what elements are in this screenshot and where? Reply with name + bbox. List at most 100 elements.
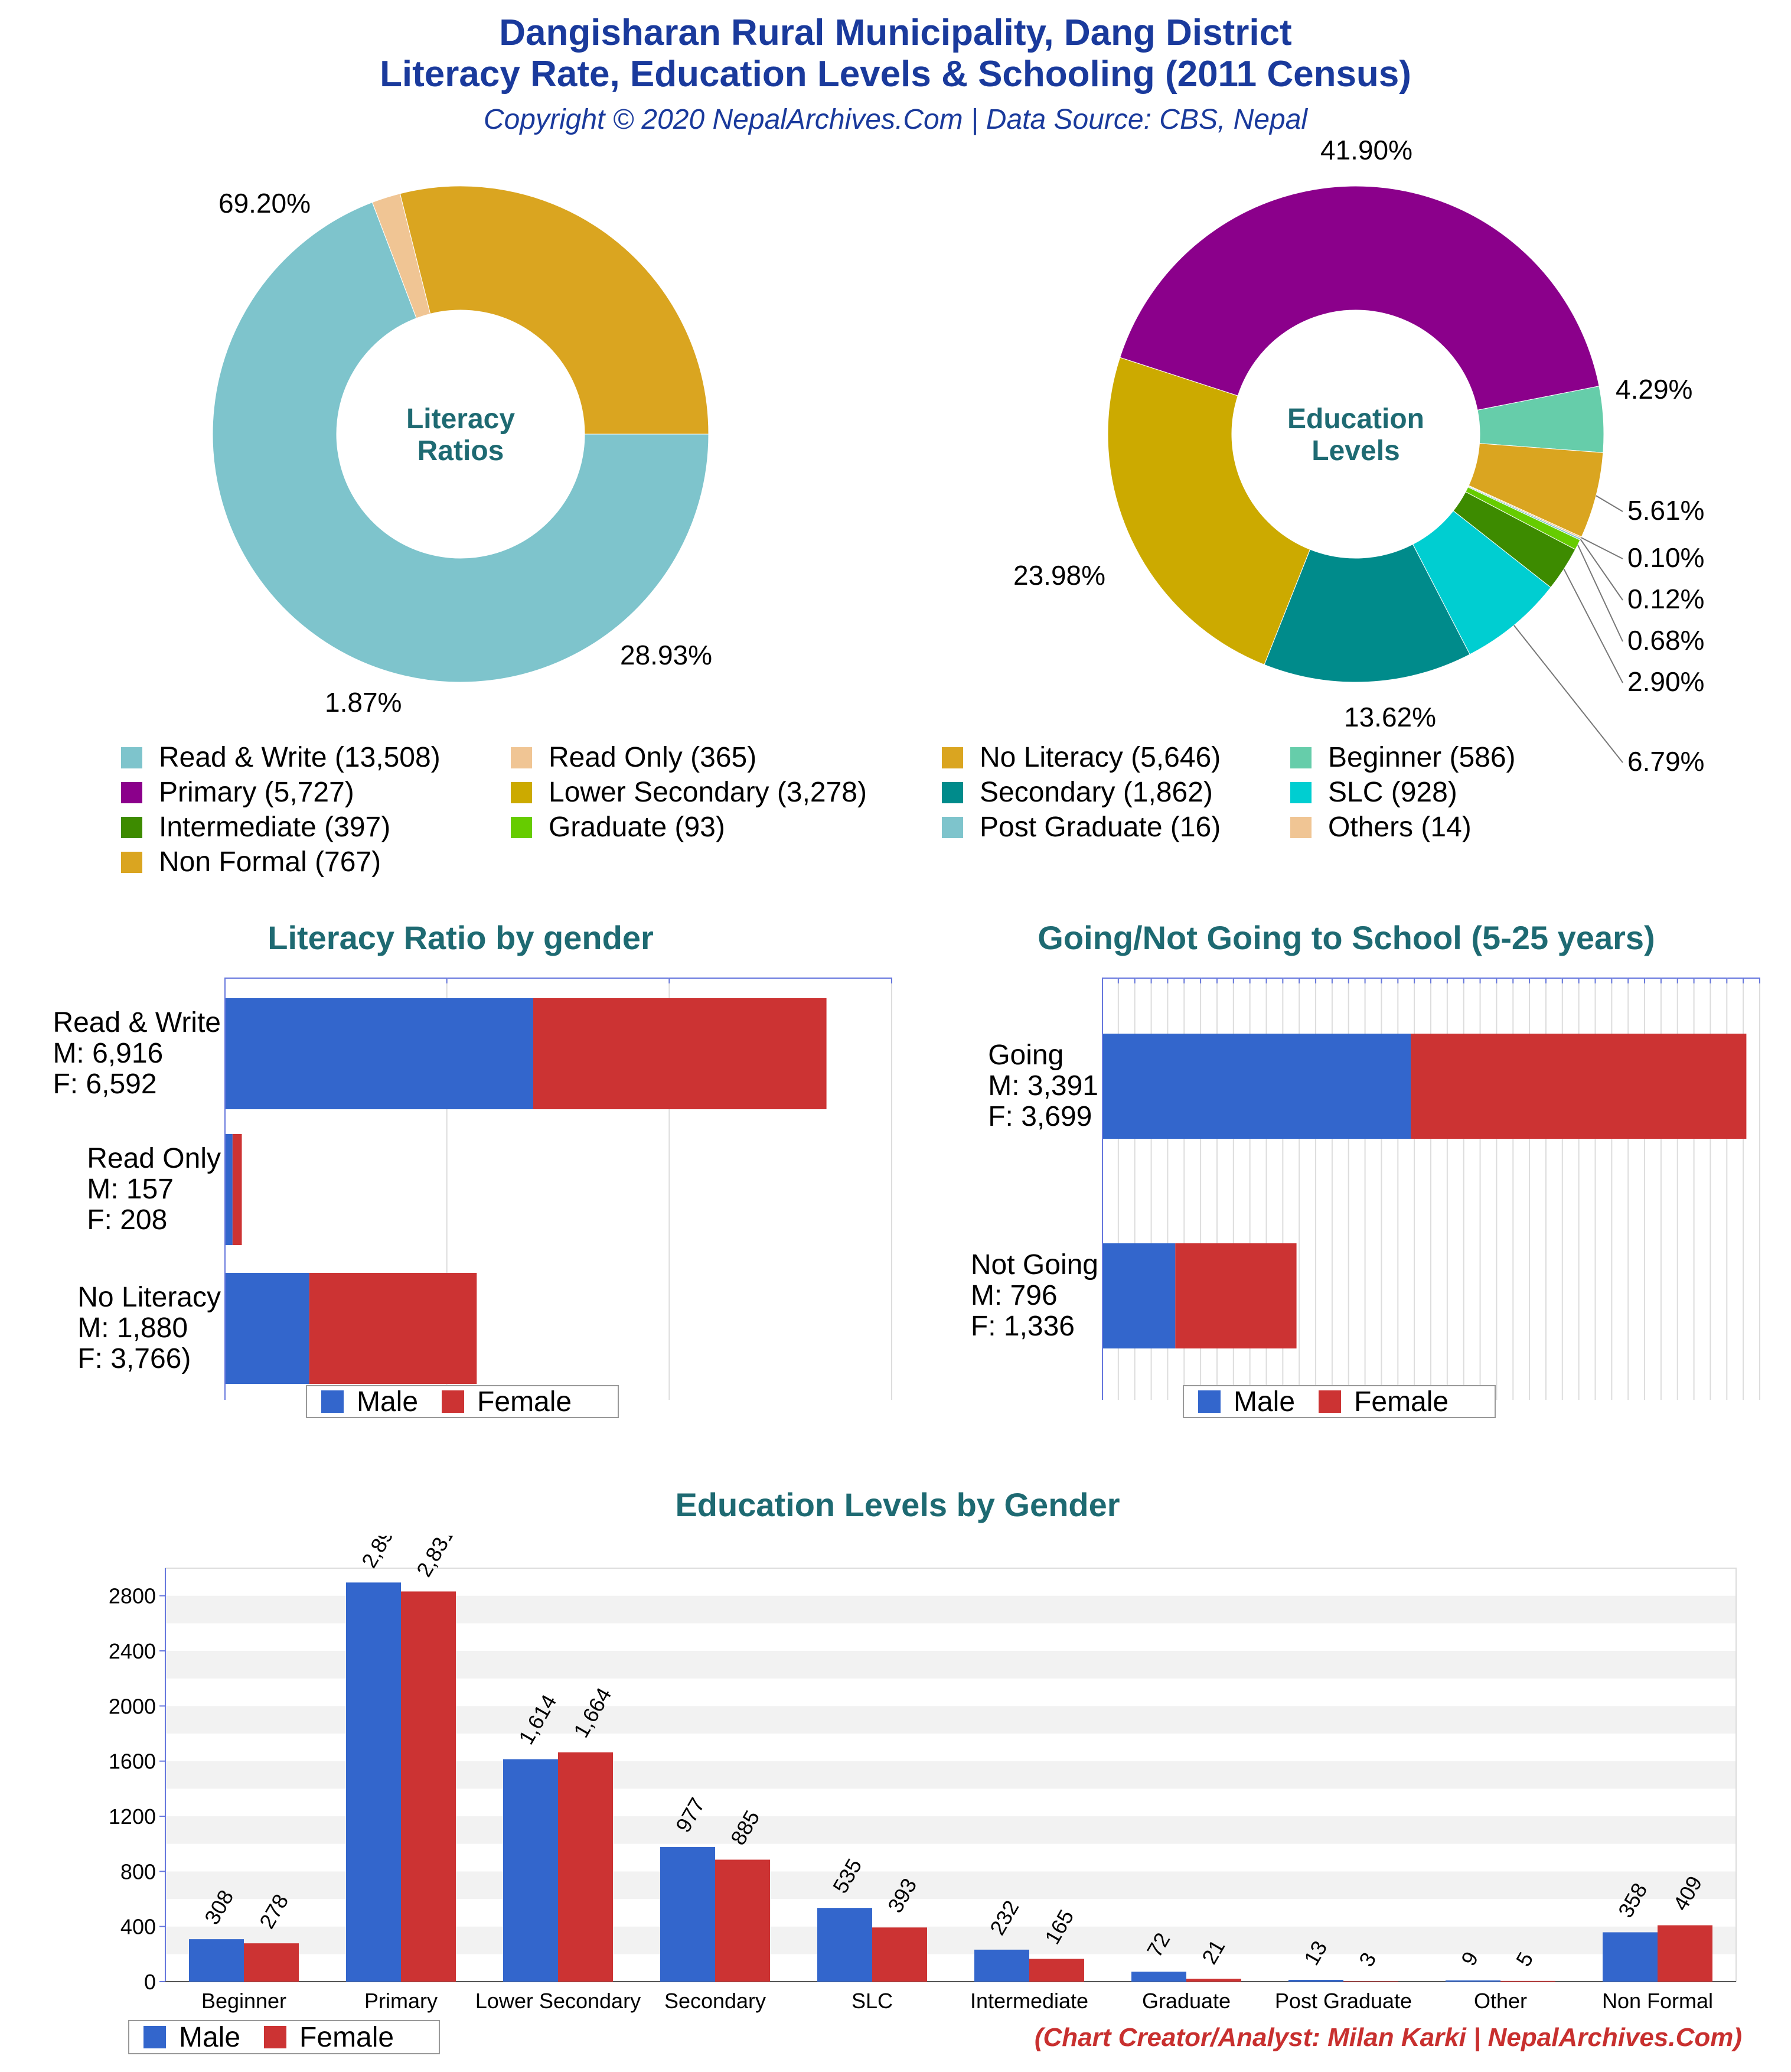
- bar-male: [1603, 1932, 1658, 1982]
- donut-pct-label: 0.68%: [1627, 625, 1704, 656]
- x-tick-label: Primary: [364, 1989, 438, 2013]
- donut-pct-label: 41.90%: [1320, 136, 1412, 165]
- title-line-2: Literacy Rate, Education Levels & School…: [380, 54, 1411, 95]
- legend-item: Graduate (93): [511, 811, 725, 843]
- legend-label: Post Graduate (16): [980, 812, 1221, 843]
- legend-item: Beginner (586): [1290, 741, 1516, 774]
- legend-swatch: [121, 781, 142, 803]
- legend-item: Secondary (1,862): [942, 776, 1213, 809]
- male-swatch: [143, 2026, 166, 2048]
- category-legend: Read & Write (13,508) Read Only (365) No L…: [0, 741, 1791, 883]
- chart-credit: (Chart Creator/Analyst: Milan Karki | Ne…: [1034, 2023, 1742, 2052]
- female-legend-label: Female: [299, 2021, 394, 2053]
- bar-label-line: Not Going: [970, 1249, 1098, 1281]
- male-swatch: [1198, 1390, 1221, 1413]
- legend-swatch: [121, 816, 142, 838]
- bar-label-line: M: 3,391: [988, 1070, 1098, 1102]
- y-tick-label: 2000: [109, 1694, 156, 1718]
- y-tick-label: 1600: [109, 1750, 156, 1774]
- female-legend-label: Female: [477, 1386, 572, 1418]
- bar-category-label: Read Only M: 157 F: 208: [87, 1143, 221, 1236]
- bar-label-line: Read & Write: [53, 1007, 221, 1038]
- bar-male: [226, 1273, 309, 1384]
- bar-label-line: F: 3,766): [77, 1343, 191, 1374]
- bar-female: [309, 1273, 477, 1384]
- legend-item: Non Formal (767): [121, 846, 381, 878]
- legend-label: Beginner (586): [1328, 742, 1516, 773]
- donut-center-label: Levels: [1312, 435, 1399, 467]
- school-going-title: Going/Not Going to School (5-25 years): [1038, 919, 1655, 956]
- female-legend-label: Female: [1354, 1386, 1449, 1418]
- bar-label-line: M: 796: [970, 1280, 1058, 1311]
- y-tick-label: 1200: [109, 1804, 156, 1829]
- donut-pct-label: 4.29%: [1616, 374, 1692, 405]
- bar-label-line: No Literacy: [77, 1282, 221, 1313]
- subtitle: Copyright © 2020 NepalArchives.Com | Dat…: [483, 104, 1308, 135]
- bar-label-line: Read Only: [87, 1143, 221, 1174]
- bar-label-line: Going: [988, 1040, 1064, 1071]
- bar-male: [189, 1939, 244, 1982]
- education-gender-title: Education Levels by Gender: [675, 1486, 1120, 1523]
- legend-label: Intermediate (397): [159, 812, 391, 843]
- x-tick-label: Other: [1474, 1989, 1527, 2013]
- literacy-gender-legend: Male Female: [306, 1385, 619, 1418]
- donut-slice-no-literacy: [399, 185, 709, 435]
- bar-male: [346, 1582, 401, 1982]
- legend-label: Read & Write (13,508): [159, 742, 441, 773]
- bar-male: [1103, 1243, 1176, 1348]
- donut-center-label: Literacy: [406, 403, 515, 435]
- donut-pct-label: 23.98%: [1013, 560, 1105, 591]
- bar-female: [1411, 1034, 1747, 1139]
- y-tick-label: 400: [120, 1915, 156, 1939]
- x-tick-label: Post Graduate: [1275, 1989, 1412, 2013]
- y-tick-label: 0: [144, 1970, 156, 1994]
- female-swatch: [264, 2026, 287, 2048]
- donut-slice-lower-secondary: [1107, 357, 1311, 665]
- bar-male: [974, 1949, 1029, 1982]
- donut-leader-line: [1581, 537, 1623, 559]
- legend-item: SLC (928): [1290, 776, 1457, 809]
- donut-pct-label: 0.10%: [1627, 542, 1704, 573]
- bar-female: [533, 998, 827, 1109]
- legend-label: Others (14): [1328, 812, 1472, 843]
- donut-leader-line: [1563, 568, 1623, 683]
- legend-item: Intermediate (397): [121, 811, 390, 843]
- school-going-labels: Going M: 3,391 F: 3,699 Not Going M: 796 F: 1…: [921, 978, 1102, 1403]
- donut-slice-primary: [1119, 185, 1600, 411]
- male-legend-label: Male: [357, 1386, 419, 1418]
- school-going-legend: Male Female: [1183, 1385, 1496, 1418]
- legend-item: Read & Write (13,508): [121, 741, 441, 774]
- male-legend-label: Male: [1234, 1386, 1296, 1418]
- legend-swatch: [942, 747, 963, 768]
- literacy-gender-title: Literacy Ratio by gender: [267, 919, 654, 956]
- bar-male: [1288, 1979, 1343, 1982]
- bar-label-line: M: 1,880: [77, 1312, 188, 1344]
- bar-category-label: No Literacy M: 1,880 F: 3,766): [77, 1282, 221, 1374]
- bar-category-label: Read & Write M: 6,916 F: 6,592: [53, 1008, 221, 1100]
- bar-male: [660, 1847, 715, 1982]
- donut-center-label: Education: [1287, 403, 1424, 435]
- bar-female: [872, 1927, 927, 1982]
- bar-female: [401, 1591, 456, 1982]
- donut-pct-label: 1.87%: [325, 687, 402, 718]
- bar-male: [1103, 1034, 1411, 1139]
- bar-female: [1343, 1981, 1398, 1982]
- legend-item: Lower Secondary (3,278): [511, 776, 867, 809]
- legend-swatch: [511, 816, 532, 838]
- legend-swatch: [942, 816, 963, 838]
- bar-male: [817, 1908, 872, 1982]
- donut-leader-line: [1596, 495, 1623, 512]
- donut-pct-label: 0.12%: [1627, 584, 1704, 614]
- legend-swatch: [511, 747, 532, 768]
- x-tick-label: Intermediate: [970, 1989, 1088, 2013]
- bar-female: [558, 1752, 613, 1982]
- donut-pct-label: 13.62%: [1344, 702, 1436, 732]
- legend-label: Read Only (365): [549, 742, 757, 773]
- bar-category-label: Not Going M: 796 F: 1,336: [971, 1250, 1098, 1342]
- x-tick-label: SLC: [852, 1989, 893, 2013]
- bar-female: [232, 1134, 242, 1245]
- x-tick-label: Lower Secondary: [475, 1989, 641, 2013]
- legend-item: Primary (5,727): [121, 776, 354, 809]
- x-tick-label: Graduate: [1142, 1989, 1231, 2013]
